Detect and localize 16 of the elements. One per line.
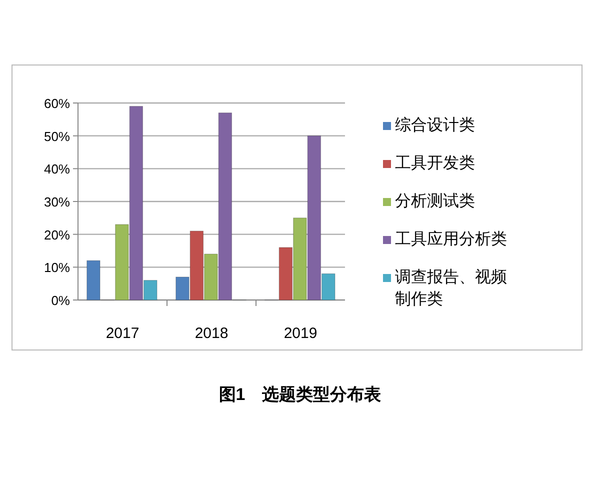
y-tick-label: 40% (44, 162, 70, 177)
x-tick-label: 2019 (284, 325, 318, 342)
y-tick-label: 10% (44, 260, 70, 276)
x-tick-label: 2017 (106, 325, 140, 342)
y-tick-label: 60% (44, 96, 70, 111)
y-tick-label: 0% (51, 293, 70, 308)
legend-label: 工具应用分析类 (395, 230, 507, 248)
x-tick-label: 2018 (194, 325, 228, 342)
y-tick-label: 20% (44, 227, 70, 242)
legend-label: 工具开发类 (395, 154, 475, 172)
legend-label: 分析测试类 (395, 192, 475, 210)
legend-label: 综合设计类 (395, 116, 475, 134)
legend-label: 调查报告、视频制作类 (395, 268, 507, 308)
y-tick-label: 50% (44, 128, 70, 144)
y-tick-label: 30% (44, 194, 70, 210)
text: 图1 选题类型分布表 (218, 385, 382, 404)
